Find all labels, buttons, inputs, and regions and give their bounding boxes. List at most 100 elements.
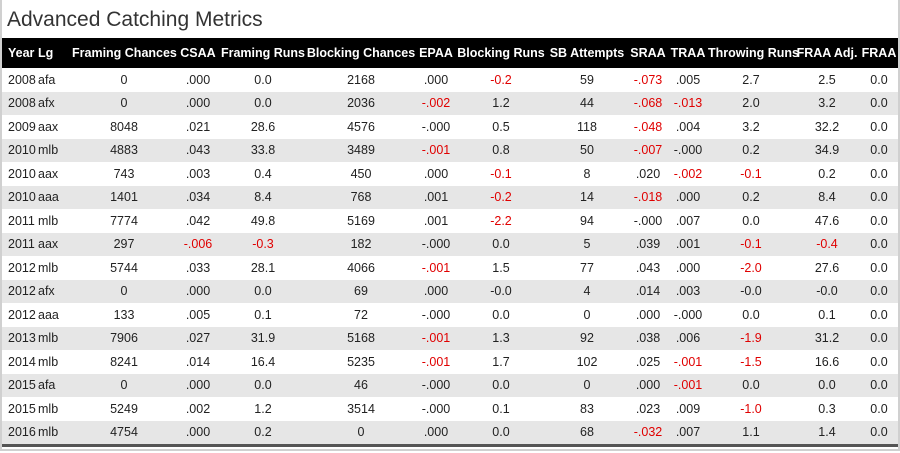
column-header-epaa[interactable]: EPAA — [416, 38, 456, 68]
table-row: 2008 afa 0.000 0.0 2168.000 -0.2 59 -.073.005 2.… — [2, 68, 898, 92]
table-cell: .006 — [668, 326, 708, 350]
table-cell: .000 — [416, 279, 456, 303]
table-row: 2016 mlb 4754.000 0.2 0.000 0.0 68 -.032.007 1.1… — [2, 420, 898, 444]
table-cell: -1.5 — [708, 350, 794, 374]
table-cell: aaa — [38, 185, 72, 209]
table-cell: 8048 — [72, 115, 176, 139]
table-cell: -.073 — [628, 68, 668, 92]
table-cell: 1.4 — [794, 420, 860, 444]
table-cell: -0.1 — [456, 162, 546, 186]
column-header-sb-attempts[interactable]: SB Attempts — [546, 38, 628, 68]
table-cell: -.068 — [628, 91, 668, 115]
table-cell: 0.0 — [860, 162, 898, 186]
table-cell: -.001 — [416, 256, 456, 280]
table-cell: mlb — [38, 326, 72, 350]
column-header-blocking-chances[interactable]: Blocking Chances — [306, 38, 416, 68]
table-cell: -.001 — [416, 138, 456, 162]
table-cell: 2012 — [2, 279, 38, 303]
table-row: 2012 afx 0.000 0.0 69.000 -0.0 4.014.003 -0.0 -0… — [2, 279, 898, 303]
table-cell: 2016 — [2, 420, 38, 444]
table-cell: 0.0 — [860, 350, 898, 374]
table-cell: 0.0 — [220, 373, 306, 397]
table-cell: .007 — [668, 420, 708, 444]
table-cell: 0.3 — [794, 397, 860, 421]
table-cell: 2011 — [2, 209, 38, 233]
table-cell: .000 — [628, 303, 668, 327]
table-cell: 0.1 — [794, 303, 860, 327]
column-header-sraa[interactable]: SRAA — [628, 38, 668, 68]
table-cell: 0.0 — [860, 279, 898, 303]
table-cell: -0.4 — [794, 232, 860, 256]
table-cell: 33.8 — [220, 138, 306, 162]
table-cell: aax — [38, 115, 72, 139]
table-cell: .014 — [176, 350, 220, 374]
table-cell: -.006 — [176, 232, 220, 256]
table-cell: 1.1 — [708, 420, 794, 444]
table-cell: 182 — [306, 232, 416, 256]
table-cell: 1.2 — [220, 397, 306, 421]
table-cell: .000 — [668, 256, 708, 280]
table-cell: .014 — [628, 279, 668, 303]
table-cell: 297 — [72, 232, 176, 256]
table-cell: 102 — [546, 350, 628, 374]
table-cell: 0.0 — [708, 209, 794, 233]
column-header-blocking-runs[interactable]: Blocking Runs — [456, 38, 546, 68]
table-cell: 2036 — [306, 91, 416, 115]
table-cell: 1.2 — [456, 91, 546, 115]
table-row: 2013 mlb 7906.027 31.9 5168 -.001 1.3 92.038.00… — [2, 326, 898, 350]
column-header-lg[interactable]: Lg — [38, 38, 72, 68]
table-row: 2012 mlb 5744.033 28.1 4066 -.001 1.5 77.043.00… — [2, 256, 898, 280]
table-cell: 16.4 — [220, 350, 306, 374]
table-cell: 3.2 — [708, 115, 794, 139]
table-cell: -.007 — [628, 138, 668, 162]
table-cell: -.048 — [628, 115, 668, 139]
catching-metrics-table: Year Lg Framing Chances CSAA Framing Runs Blo… — [2, 38, 898, 444]
table-cell: 16.6 — [794, 350, 860, 374]
table-cell: 94 — [546, 209, 628, 233]
table-cell: 2008 — [2, 68, 38, 92]
table-cell: 4 — [546, 279, 628, 303]
column-header-fraa-adj[interactable]: FRAA Adj. — [794, 38, 860, 68]
table-cell: 0.0 — [708, 303, 794, 327]
table-cell: .001 — [416, 185, 456, 209]
column-header-framing-runs[interactable]: Framing Runs — [220, 38, 306, 68]
table-cell: 31.2 — [794, 326, 860, 350]
column-header-fraa[interactable]: FRAA — [860, 38, 898, 68]
table-cell: 0.0 — [860, 91, 898, 115]
table-cell: 0.0 — [220, 91, 306, 115]
table-cell: 68 — [546, 420, 628, 444]
table-body: 2008 afa 0.000 0.0 2168.000 -0.2 59 -.073.005 2.… — [2, 68, 898, 444]
table-cell: mlb — [38, 256, 72, 280]
section-title: Advanced Catching Metrics — [7, 8, 263, 31]
table-cell: .004 — [668, 115, 708, 139]
table-cell: 0.0 — [860, 256, 898, 280]
table-cell: 2010 — [2, 162, 38, 186]
table-cell: -0.0 — [456, 279, 546, 303]
table-cell: 31.9 — [220, 326, 306, 350]
table-cell: .007 — [668, 209, 708, 233]
table-cell: -.000 — [416, 303, 456, 327]
column-header-traa[interactable]: TRAA — [668, 38, 708, 68]
table-cell: 2010 — [2, 138, 38, 162]
column-header-year[interactable]: Year — [2, 38, 38, 68]
table-cell: .021 — [176, 115, 220, 139]
column-header-csaa[interactable]: CSAA — [176, 38, 220, 68]
table-cell: 8.4 — [794, 185, 860, 209]
table-cell: 743 — [72, 162, 176, 186]
table-cell: -.000 — [416, 115, 456, 139]
table-cell: 2010 — [2, 185, 38, 209]
table-cell: afa — [38, 68, 72, 92]
table-cell: .001 — [416, 209, 456, 233]
table-cell: .000 — [416, 68, 456, 92]
table-cell: .000 — [416, 420, 456, 444]
table-cell: -.002 — [416, 91, 456, 115]
column-header-throwing-runs[interactable]: Throwing Runs — [708, 38, 799, 68]
table-cell: 4754 — [72, 420, 176, 444]
table-cell: 2015 — [2, 373, 38, 397]
column-header-framing-chances[interactable]: Framing Chances — [72, 38, 177, 68]
table-cell: 0.0 — [860, 185, 898, 209]
table-cell: afx — [38, 91, 72, 115]
table-cell: .020 — [628, 162, 668, 186]
table-cell: 2008 — [2, 91, 38, 115]
table-cell: .003 — [668, 279, 708, 303]
